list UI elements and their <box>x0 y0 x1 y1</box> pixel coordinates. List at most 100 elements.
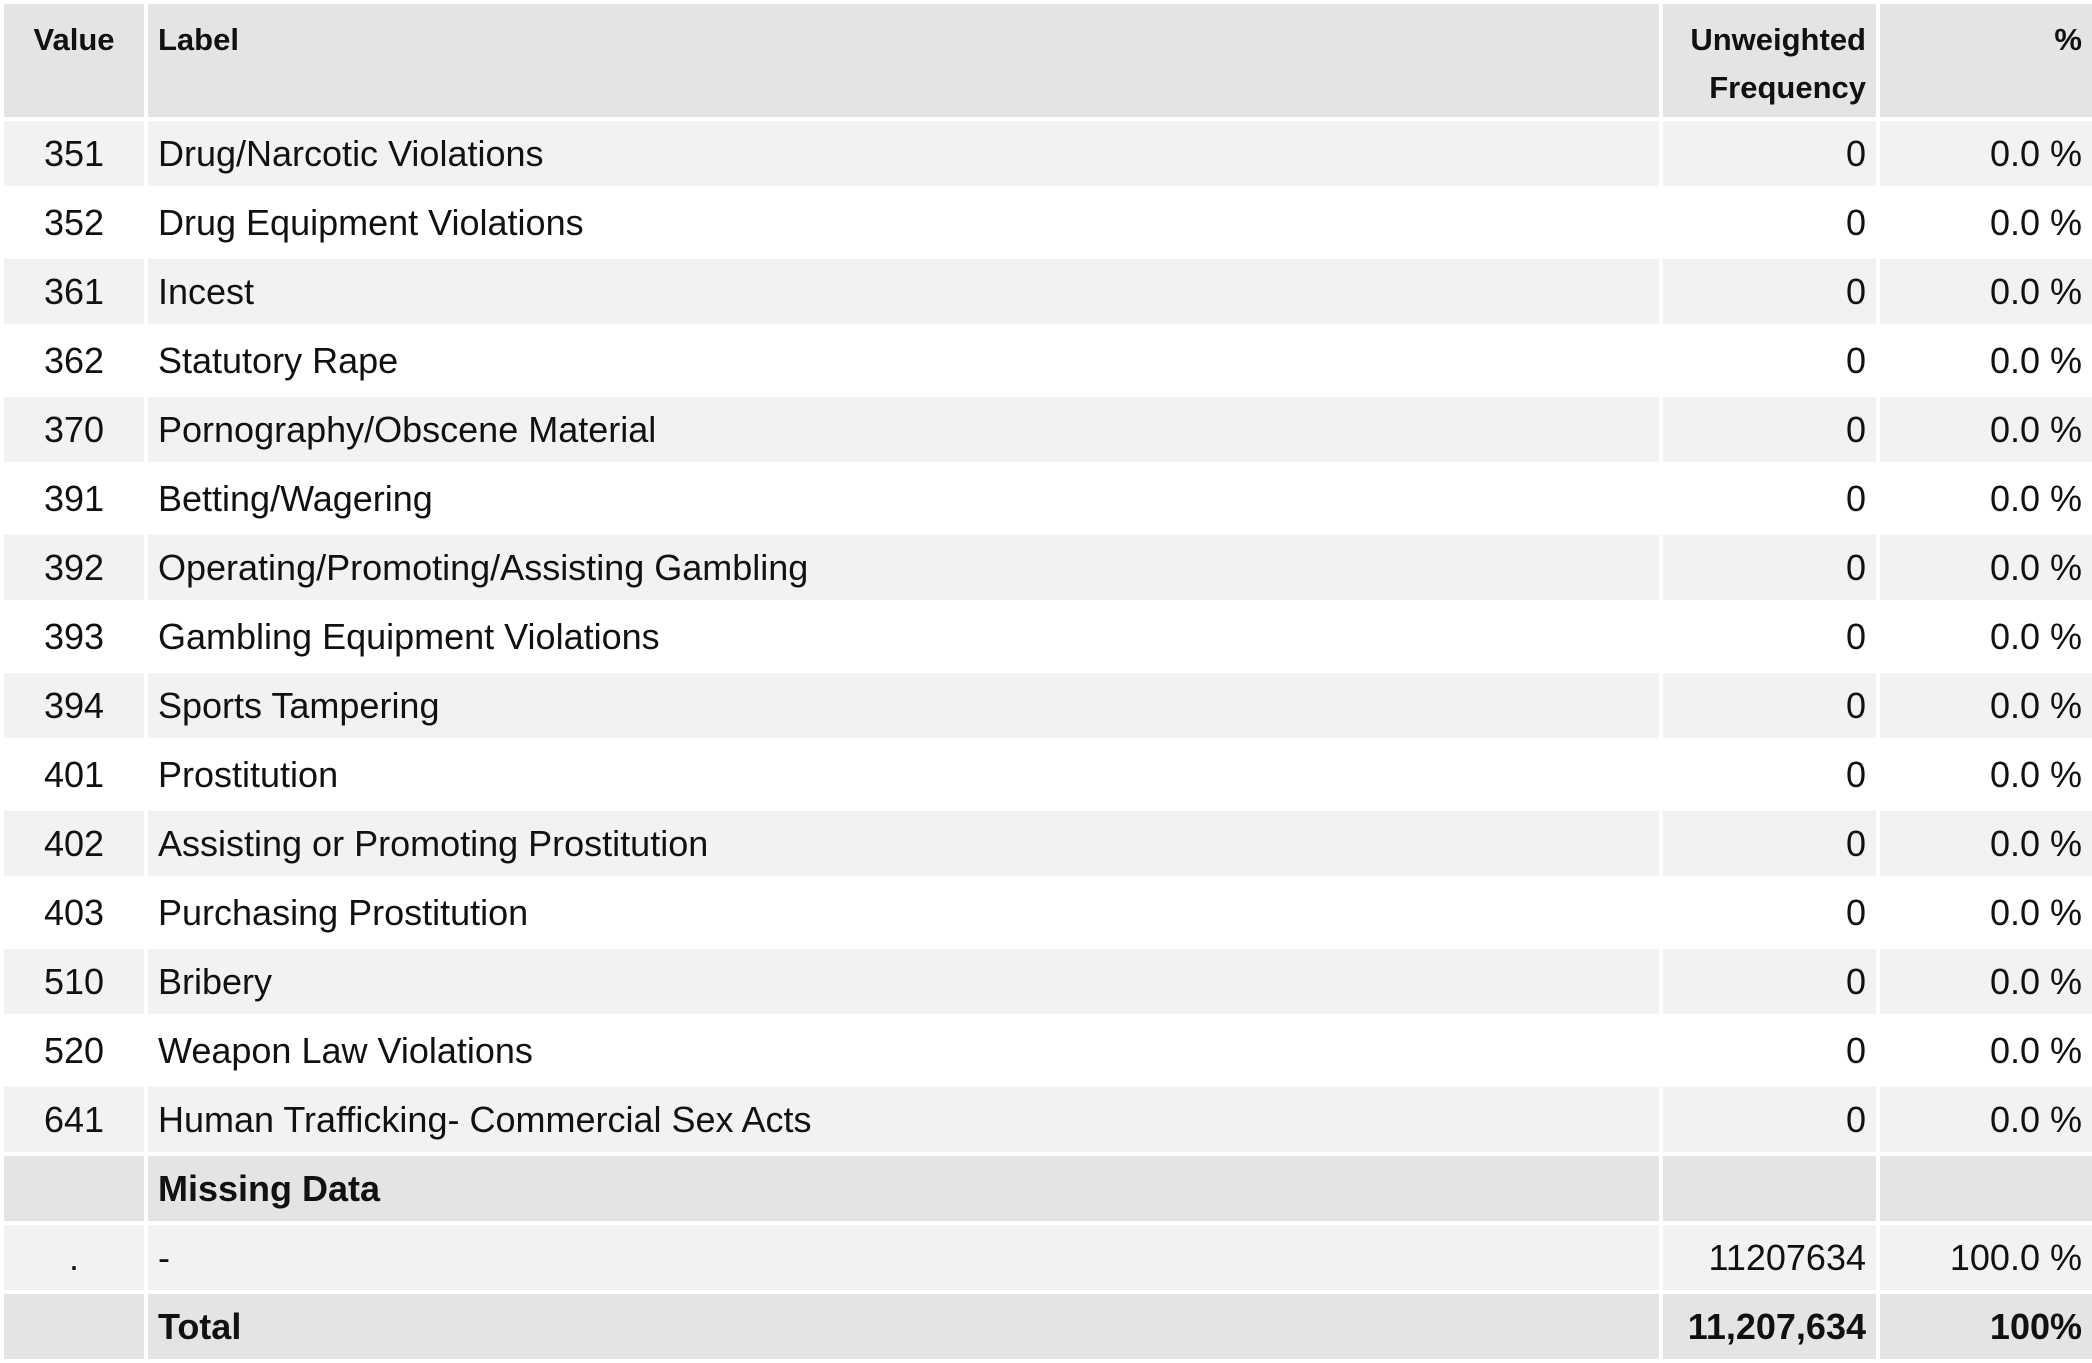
header-unweighted-frequency: Unweighted Frequency <box>1663 4 1876 117</box>
total-label: Total <box>148 1294 1659 1359</box>
row-value: 641 <box>4 1087 144 1152</box>
row-value: 392 <box>4 535 144 600</box>
table-row: 520 Weapon Law Violations 0 0.0 % <box>4 1018 2092 1083</box>
row-percent: 0.0 % <box>1880 121 2092 186</box>
row-frequency: 0 <box>1663 535 1876 600</box>
row-frequency: 0 <box>1663 811 1876 876</box>
table-row: 641 Human Trafficking- Commercial Sex Ac… <box>4 1087 2092 1152</box>
row-label: Drug/Narcotic Violations <box>148 121 1659 186</box>
row-value: 351 <box>4 121 144 186</box>
row-frequency: 0 <box>1663 742 1876 807</box>
table-row: 351 Drug/Narcotic Violations 0 0.0 % <box>4 121 2092 186</box>
section-pct-empty <box>1880 1156 2092 1221</box>
total-frequency: 11,207,634 <box>1663 1294 1876 1359</box>
row-frequency: 0 <box>1663 259 1876 324</box>
row-label: - <box>148 1225 1659 1290</box>
row-label: Operating/Promoting/Assisting Gambling <box>148 535 1659 600</box>
table-row: 361 Incest 0 0.0 % <box>4 259 2092 324</box>
row-percent: 0.0 % <box>1880 742 2092 807</box>
row-value: . <box>4 1225 144 1290</box>
row-value: 393 <box>4 604 144 669</box>
row-label: Pornography/Obscene Material <box>148 397 1659 462</box>
total-percent: 100% <box>1880 1294 2092 1359</box>
total-value <box>4 1294 144 1359</box>
row-frequency: 0 <box>1663 466 1876 531</box>
row-frequency: 0 <box>1663 673 1876 738</box>
row-frequency: 0 <box>1663 190 1876 255</box>
row-label: Statutory Rape <box>148 328 1659 393</box>
table-row: 393 Gambling Equipment Violations 0 0.0 … <box>4 604 2092 669</box>
row-value: 370 <box>4 397 144 462</box>
row-frequency: 0 <box>1663 880 1876 945</box>
row-frequency: 0 <box>1663 1087 1876 1152</box>
row-frequency: 0 <box>1663 949 1876 1014</box>
row-frequency: 0 <box>1663 604 1876 669</box>
table-row: 510 Bribery 0 0.0 % <box>4 949 2092 1014</box>
row-percent: 100.0 % <box>1880 1225 2092 1290</box>
row-percent: 0.0 % <box>1880 1087 2092 1152</box>
row-percent: 0.0 % <box>1880 1018 2092 1083</box>
table-body: 351 Drug/Narcotic Violations 0 0.0 % 352… <box>4 121 2092 1359</box>
row-percent: 0.0 % <box>1880 949 2092 1014</box>
total-row: Total 11,207,634 100% <box>4 1294 2092 1359</box>
row-label: Assisting or Promoting Prostitution <box>148 811 1659 876</box>
header-value: Value <box>4 4 144 117</box>
row-frequency: 0 <box>1663 121 1876 186</box>
row-frequency: 0 <box>1663 1018 1876 1083</box>
row-label: Purchasing Prostitution <box>148 880 1659 945</box>
missing-row: . - 11207634 100.0 % <box>4 1225 2092 1290</box>
row-frequency: 0 <box>1663 328 1876 393</box>
table-row: 401 Prostitution 0 0.0 % <box>4 742 2092 807</box>
row-frequency: 11207634 <box>1663 1225 1876 1290</box>
row-value: 402 <box>4 811 144 876</box>
row-label: Prostitution <box>148 742 1659 807</box>
row-value: 520 <box>4 1018 144 1083</box>
row-label: Weapon Law Violations <box>148 1018 1659 1083</box>
missing-data-heading: Missing Data <box>148 1156 1659 1221</box>
row-value: 403 <box>4 880 144 945</box>
section-value-empty <box>4 1156 144 1221</box>
row-percent: 0.0 % <box>1880 535 2092 600</box>
row-label: Betting/Wagering <box>148 466 1659 531</box>
table-row: 402 Assisting or Promoting Prostitution … <box>4 811 2092 876</box>
row-value: 362 <box>4 328 144 393</box>
row-percent: 0.0 % <box>1880 466 2092 531</box>
table-row: 370 Pornography/Obscene Material 0 0.0 % <box>4 397 2092 462</box>
table-header: Value Label Unweighted Frequency % <box>4 4 2092 117</box>
table-row: 392 Operating/Promoting/Assisting Gambli… <box>4 535 2092 600</box>
row-percent: 0.0 % <box>1880 190 2092 255</box>
header-freq-line2: Frequency <box>1709 70 1866 105</box>
table-row: 394 Sports Tampering 0 0.0 % <box>4 673 2092 738</box>
missing-data-section-row: Missing Data <box>4 1156 2092 1221</box>
table-row: 403 Purchasing Prostitution 0 0.0 % <box>4 880 2092 945</box>
row-label: Gambling Equipment Violations <box>148 604 1659 669</box>
row-value: 510 <box>4 949 144 1014</box>
row-value: 352 <box>4 190 144 255</box>
row-label: Incest <box>148 259 1659 324</box>
row-label: Human Trafficking- Commercial Sex Acts <box>148 1087 1659 1152</box>
header-freq-line1: Unweighted <box>1690 22 1866 57</box>
row-percent: 0.0 % <box>1880 259 2092 324</box>
row-percent: 0.0 % <box>1880 328 2092 393</box>
header-row: Value Label Unweighted Frequency % <box>4 4 2092 117</box>
row-frequency: 0 <box>1663 397 1876 462</box>
row-percent: 0.0 % <box>1880 811 2092 876</box>
row-label: Bribery <box>148 949 1659 1014</box>
header-percent: % <box>1880 4 2092 117</box>
section-freq-empty <box>1663 1156 1876 1221</box>
row-value: 401 <box>4 742 144 807</box>
header-label: Label <box>148 4 1659 117</box>
row-percent: 0.0 % <box>1880 604 2092 669</box>
row-label: Drug Equipment Violations <box>148 190 1659 255</box>
table-row: 391 Betting/Wagering 0 0.0 % <box>4 466 2092 531</box>
table-row: 352 Drug Equipment Violations 0 0.0 % <box>4 190 2092 255</box>
row-percent: 0.0 % <box>1880 673 2092 738</box>
row-percent: 0.0 % <box>1880 880 2092 945</box>
table-row: 362 Statutory Rape 0 0.0 % <box>4 328 2092 393</box>
row-value: 391 <box>4 466 144 531</box>
row-value: 361 <box>4 259 144 324</box>
row-label: Sports Tampering <box>148 673 1659 738</box>
row-percent: 0.0 % <box>1880 397 2092 462</box>
